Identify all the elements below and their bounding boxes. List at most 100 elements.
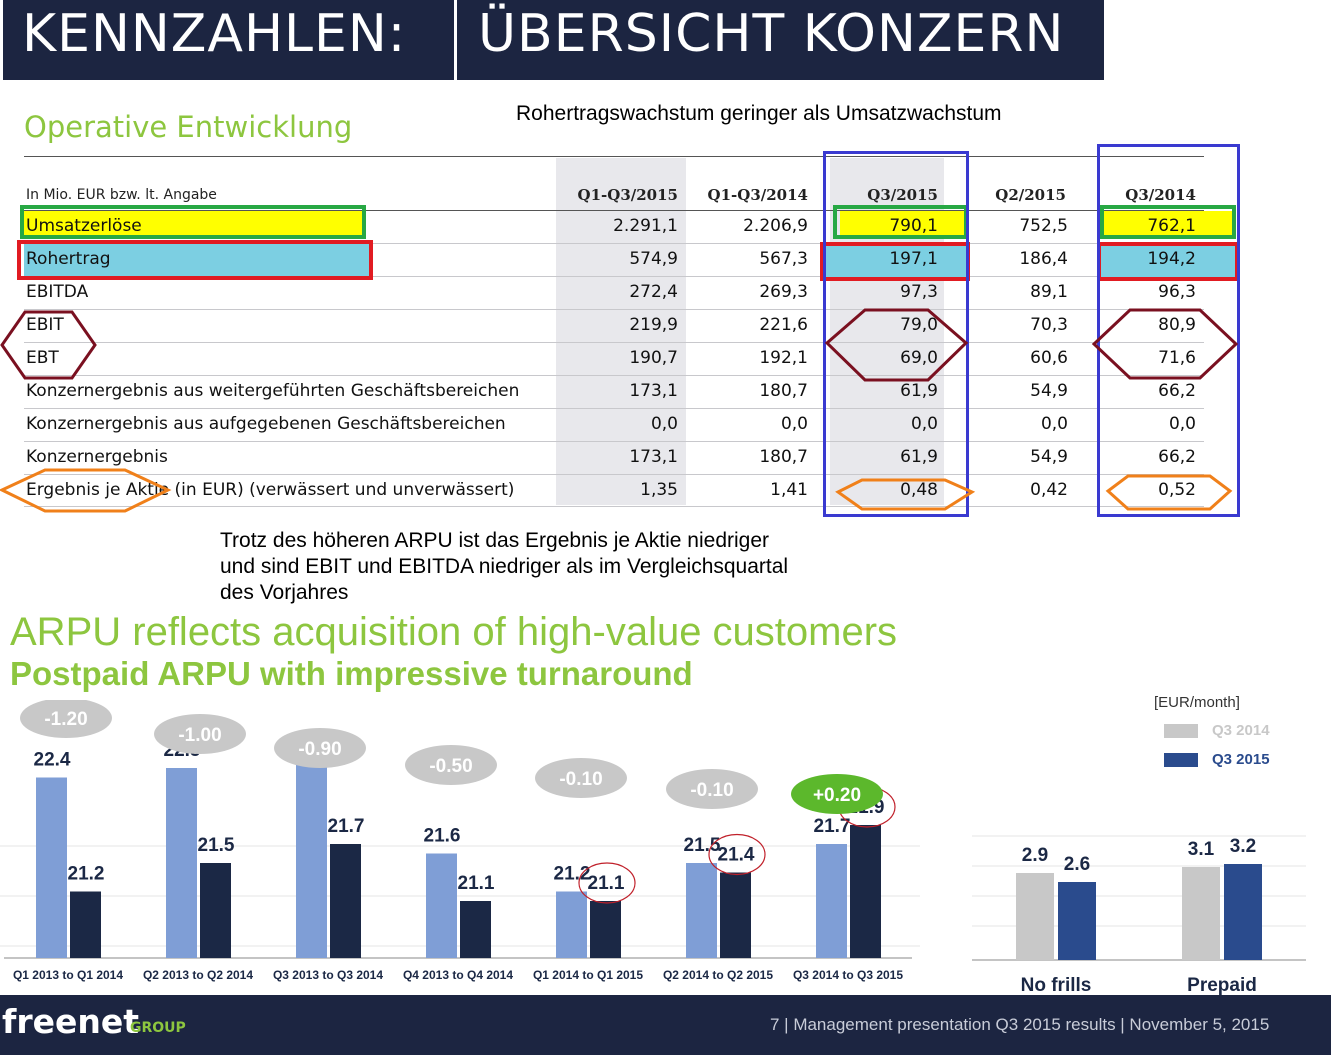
legend-label-q3-2015: Q3 2015 <box>1212 751 1270 768</box>
row-rule <box>24 408 1204 409</box>
row-rule <box>24 375 1204 376</box>
table-cell: 221,6 <box>759 315 808 335</box>
table-cell: 194,2 <box>1147 249 1196 269</box>
shade-column-1 <box>556 158 686 505</box>
footer <box>0 995 1331 1055</box>
category-label: Prepaid <box>1187 975 1257 996</box>
note-bottom: Trotz des höheren ARPU ist das Ergebnis … <box>220 528 788 606</box>
bar-curr <box>720 872 751 958</box>
table-cell: 61,9 <box>900 381 938 401</box>
table-row-label: Konzernergebnis aus weitergeführten Gesc… <box>26 381 520 401</box>
table-row-label: Rohertrag <box>26 249 111 269</box>
note-top: Rohertragswachstum geringer als Umsatzwa… <box>516 102 1002 125</box>
column-header: Q3/2014 <box>1125 186 1196 204</box>
value-label: 2.9 <box>1022 845 1048 866</box>
bar-prev <box>686 863 717 958</box>
row-rule <box>24 309 1204 310</box>
bar-prev <box>36 777 67 958</box>
table-cell: 79,0 <box>900 315 938 335</box>
category-label: Q3 2014 to Q3 2015 <box>793 968 903 982</box>
revenue-highlight-box <box>20 205 366 239</box>
table-cell: 272,4 <box>629 282 678 302</box>
delta-bubble <box>666 769 758 809</box>
ebit-ebt-q3-2014-hexagon <box>1091 308 1239 380</box>
table-cell: 61,9 <box>900 447 938 467</box>
value-label: 3.2 <box>1230 836 1256 857</box>
bar-prev <box>556 891 587 958</box>
bar-curr <box>460 901 491 958</box>
delta-bubble <box>405 745 497 785</box>
table-cell: 2.291,1 <box>613 216 678 236</box>
delta-label: -0.90 <box>298 739 341 760</box>
table-cell: 567,3 <box>759 249 808 269</box>
footer-text: 7 | Management presentation Q3 2015 resu… <box>770 1015 1270 1034</box>
value-label-prev: 21.5 <box>684 835 721 856</box>
table-cell: 54,9 <box>1030 381 1068 401</box>
table-row-label: Konzernergebnis aus aufgegebenen Geschäf… <box>26 414 506 434</box>
bar-curr <box>330 844 361 958</box>
bar-q3-2015 <box>1224 864 1262 960</box>
arpu-subtitle: Postpaid ARPU with impressive turnaround <box>10 655 693 692</box>
table-cell: 173,1 <box>629 447 678 467</box>
value-label-prev: 21.2 <box>554 864 591 885</box>
bar-curr <box>590 901 621 958</box>
q3-2015-column-box <box>823 151 969 517</box>
value-label: 3.1 <box>1188 839 1215 860</box>
note-line: und sind EBIT und EBITDA niedriger als i… <box>220 555 789 578</box>
table-cell: 192,1 <box>759 348 808 368</box>
table-cell: 0,52 <box>1158 480 1196 500</box>
category-label: Q1 2014 to Q1 2015 <box>533 968 643 982</box>
bar-curr <box>200 863 231 958</box>
highlight-revenue-q3-2015 <box>840 211 965 239</box>
eps-hexagon <box>0 468 172 513</box>
category-label: Q2 2013 to Q2 2014 <box>143 968 253 982</box>
bar-q3-2015 <box>1058 882 1096 960</box>
section-title: Operative Entwicklung <box>24 110 353 144</box>
freenet-logo: freenet <box>2 1002 140 1041</box>
annotation-shapes <box>0 308 1239 513</box>
title-bar <box>3 0 1104 80</box>
bar-prev <box>166 768 197 958</box>
table-cell: 0,0 <box>650 414 678 434</box>
table-cell: 269,3 <box>759 282 808 302</box>
table-cell: 180,7 <box>759 447 808 467</box>
note-line: Trotz des höheren ARPU ist das Ergebnis … <box>220 529 770 552</box>
bar-curr <box>850 825 881 958</box>
row-rule <box>24 243 1204 244</box>
table-cell: 0,48 <box>900 480 938 500</box>
bar-curr <box>70 891 101 958</box>
legend-swatch-q3-2014 <box>1164 724 1198 738</box>
table-row-label: Konzernergebnis <box>26 447 168 467</box>
value-label-curr: 21.5 <box>198 835 235 856</box>
gross-profit-highlight-box <box>17 240 373 280</box>
table-cell: 790,1 <box>889 216 938 236</box>
table-cell: 752,5 <box>1019 216 1068 236</box>
eps-q3-2015-hexagon <box>835 478 976 511</box>
value-highlight-circle <box>578 862 636 904</box>
table-cell: 54,9 <box>1030 447 1068 467</box>
delta-bubble <box>274 728 366 768</box>
delta-label: -1.00 <box>178 725 221 746</box>
table-cell: 60,6 <box>1030 348 1068 368</box>
table-cell: 0,0 <box>910 414 938 434</box>
segment-arpu-chart: 2.9 2.6 No frills 3.1 3.2 Prepaid <box>972 835 1306 996</box>
value-label: 2.6 <box>1064 854 1090 875</box>
row-rule <box>24 342 1204 343</box>
q3-2014-column-box <box>1097 144 1240 517</box>
table-row-label: Ergebnis je Aktie (in EUR) (verwässert u… <box>26 480 515 500</box>
column-header: Q3/2015 <box>867 186 938 204</box>
table-row-label: EBT <box>26 348 59 368</box>
bar-prev <box>426 853 457 958</box>
bar-q3-2014 <box>1016 873 1054 960</box>
note-line: des Vorjahres <box>220 581 349 604</box>
unit-label: In Mio. EUR bzw. lt. Angabe <box>26 187 217 203</box>
value-label-prev: 21.6 <box>424 826 461 847</box>
page-title-left: KENNZAHLEN: <box>22 4 407 64</box>
highlight-revenue-q3-2014 <box>1103 211 1235 239</box>
freenet-logo-group: GROUP <box>130 1020 186 1036</box>
table-row-label: EBIT <box>26 315 64 335</box>
arpu-title: ARPU reflects acquisition of high-value … <box>10 610 898 654</box>
value-label-curr: 21.7 <box>328 816 365 837</box>
table-cell: 69,0 <box>900 348 938 368</box>
